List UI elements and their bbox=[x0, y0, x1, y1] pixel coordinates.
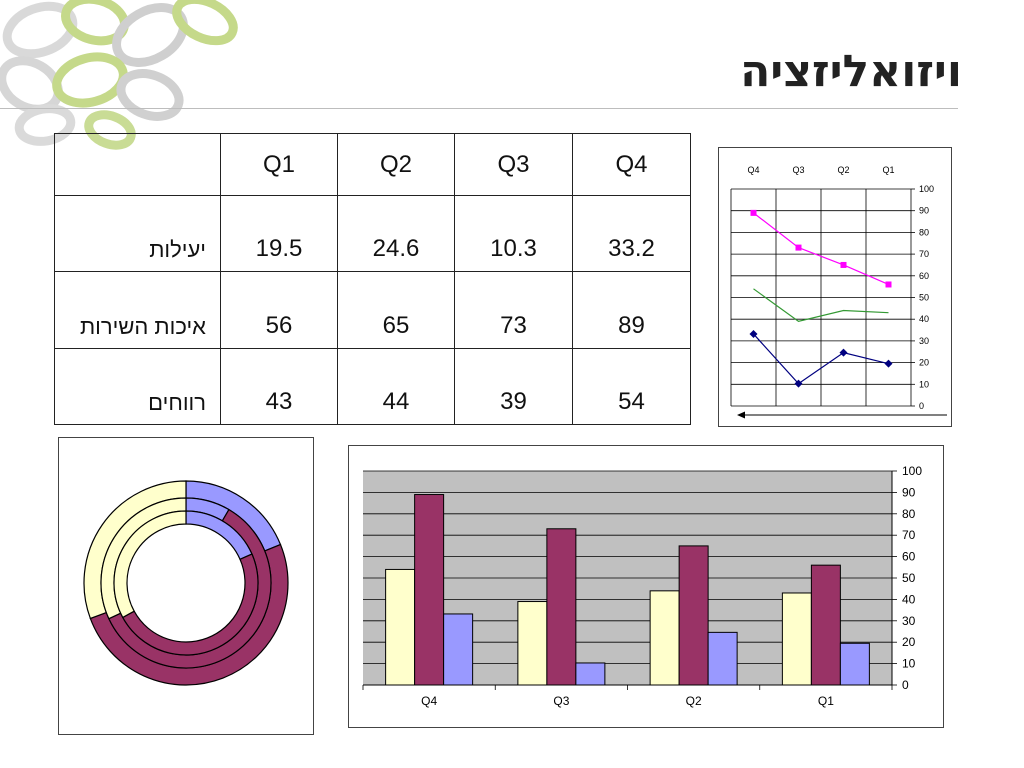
x-tick-label: Q3 bbox=[553, 694, 569, 708]
table-header-row: Q1 Q2 Q3 Q4 bbox=[54, 132, 691, 197]
bar bbox=[546, 528, 577, 686]
y-tick-label: 70 bbox=[902, 528, 916, 542]
table-row: איכות השירות 56 65 73 89 bbox=[54, 271, 691, 349]
y-tick-label: 90 bbox=[902, 485, 916, 499]
y-tick-label: 60 bbox=[902, 550, 916, 564]
x-tick-label: Q1 bbox=[882, 165, 894, 175]
bar bbox=[810, 564, 841, 686]
axis-arrow-head bbox=[737, 411, 745, 419]
data-point bbox=[795, 244, 802, 251]
y-tick-label: 40 bbox=[919, 314, 929, 324]
y-tick-label: 80 bbox=[902, 507, 916, 521]
bar bbox=[517, 601, 548, 686]
y-tick-label: 10 bbox=[902, 657, 916, 671]
y-tick-label: 100 bbox=[919, 184, 934, 194]
row-label: איכות השירות bbox=[54, 271, 221, 349]
table-row: רווחים 43 44 39 54 bbox=[54, 347, 691, 426]
table-cell: 43 bbox=[220, 347, 338, 426]
y-tick-label: 80 bbox=[919, 227, 929, 237]
table-header-cell: Q3 bbox=[454, 132, 573, 197]
series-line bbox=[753, 212, 889, 286]
bar bbox=[678, 545, 709, 686]
series-line bbox=[753, 333, 889, 385]
y-tick-label: 20 bbox=[902, 635, 916, 649]
doughnut-chart bbox=[83, 480, 289, 686]
y-tick-label: 100 bbox=[902, 464, 922, 478]
bar bbox=[707, 631, 738, 686]
table-header-cell: Q1 bbox=[220, 132, 338, 197]
table-cell: 56 bbox=[220, 271, 338, 349]
bar bbox=[839, 642, 870, 686]
table-cell: 65 bbox=[337, 271, 455, 349]
data-table: Q1 Q2 Q3 Q4 יעילות 19.5 24.6 10.3 33.2 א… bbox=[54, 132, 691, 426]
data-point bbox=[794, 379, 803, 388]
data-point bbox=[750, 209, 757, 216]
table-cell: 44 bbox=[337, 347, 455, 426]
y-tick-label: 20 bbox=[919, 358, 929, 368]
table-cell: 73 bbox=[454, 271, 573, 349]
data-point bbox=[885, 281, 892, 288]
bar bbox=[414, 494, 445, 686]
table-cell: 24.6 bbox=[337, 195, 455, 273]
y-tick-label: 30 bbox=[902, 614, 916, 628]
table-cell: 54 bbox=[572, 347, 691, 426]
table-cell: 10.3 bbox=[454, 195, 573, 273]
y-tick-label: 60 bbox=[919, 271, 929, 281]
table-cell: 33.2 bbox=[572, 195, 691, 273]
table-cell: 39 bbox=[454, 347, 573, 426]
line-chart: 0 10 20 30 40 50 60 70 80 90 100 Q4 Q3 Q2 Q1 bbox=[730, 165, 947, 419]
y-tick-label: 0 bbox=[902, 678, 909, 692]
data-point bbox=[839, 348, 848, 357]
data-point bbox=[840, 261, 847, 268]
y-tick-label: 70 bbox=[919, 249, 929, 259]
x-tick-label: Q4 bbox=[421, 694, 437, 708]
title-divider bbox=[0, 108, 958, 109]
x-tick-label: Q4 bbox=[747, 165, 759, 175]
row-label: יעילות bbox=[54, 195, 221, 273]
x-tick-label: Q2 bbox=[837, 165, 849, 175]
doughnut-chart-panel bbox=[58, 437, 314, 735]
bar bbox=[575, 662, 606, 686]
table-header-cell: Q2 bbox=[337, 132, 455, 197]
table-row: יעילות 19.5 24.6 10.3 33.2 bbox=[54, 195, 691, 273]
bar bbox=[443, 613, 474, 686]
line-chart-panel: 0 10 20 30 40 50 60 70 80 90 100 Q4 Q3 Q2 Q1 bbox=[718, 147, 952, 427]
y-tick-label: 50 bbox=[902, 571, 916, 585]
table-cell: 19.5 bbox=[220, 195, 338, 273]
y-tick-label: 10 bbox=[919, 379, 929, 389]
doughnut-slice bbox=[113, 510, 187, 619]
series-line bbox=[753, 288, 889, 323]
y-tick-label: 40 bbox=[902, 592, 916, 606]
bar bbox=[781, 592, 812, 686]
bar bbox=[385, 568, 416, 686]
table-cell: 89 bbox=[572, 271, 691, 349]
bar-chart: 0 10 20 30 40 50 60 70 80 90 100 Q4 Q3 Q2 Q1 bbox=[362, 464, 922, 708]
y-tick-label: 90 bbox=[919, 206, 929, 216]
page-title: ויזואליזציה bbox=[740, 46, 962, 97]
row-label: רווחים bbox=[54, 347, 221, 426]
bar bbox=[649, 590, 680, 686]
table-corner-cell bbox=[54, 132, 221, 197]
x-tick-label: Q1 bbox=[818, 694, 834, 708]
bar-chart-panel: 0 10 20 30 40 50 60 70 80 90 100 Q4 Q3 Q2 Q1 bbox=[348, 445, 944, 728]
y-tick-label: 0 bbox=[919, 401, 924, 411]
x-tick-label: Q2 bbox=[686, 694, 702, 708]
data-point bbox=[749, 329, 758, 338]
y-tick-label: 50 bbox=[919, 293, 929, 303]
y-tick-label: 30 bbox=[919, 336, 929, 346]
table-header-cell: Q4 bbox=[572, 132, 691, 197]
x-tick-label: Q3 bbox=[792, 165, 804, 175]
decorative-swirl-graphic bbox=[0, 0, 238, 150]
data-point bbox=[884, 359, 893, 368]
